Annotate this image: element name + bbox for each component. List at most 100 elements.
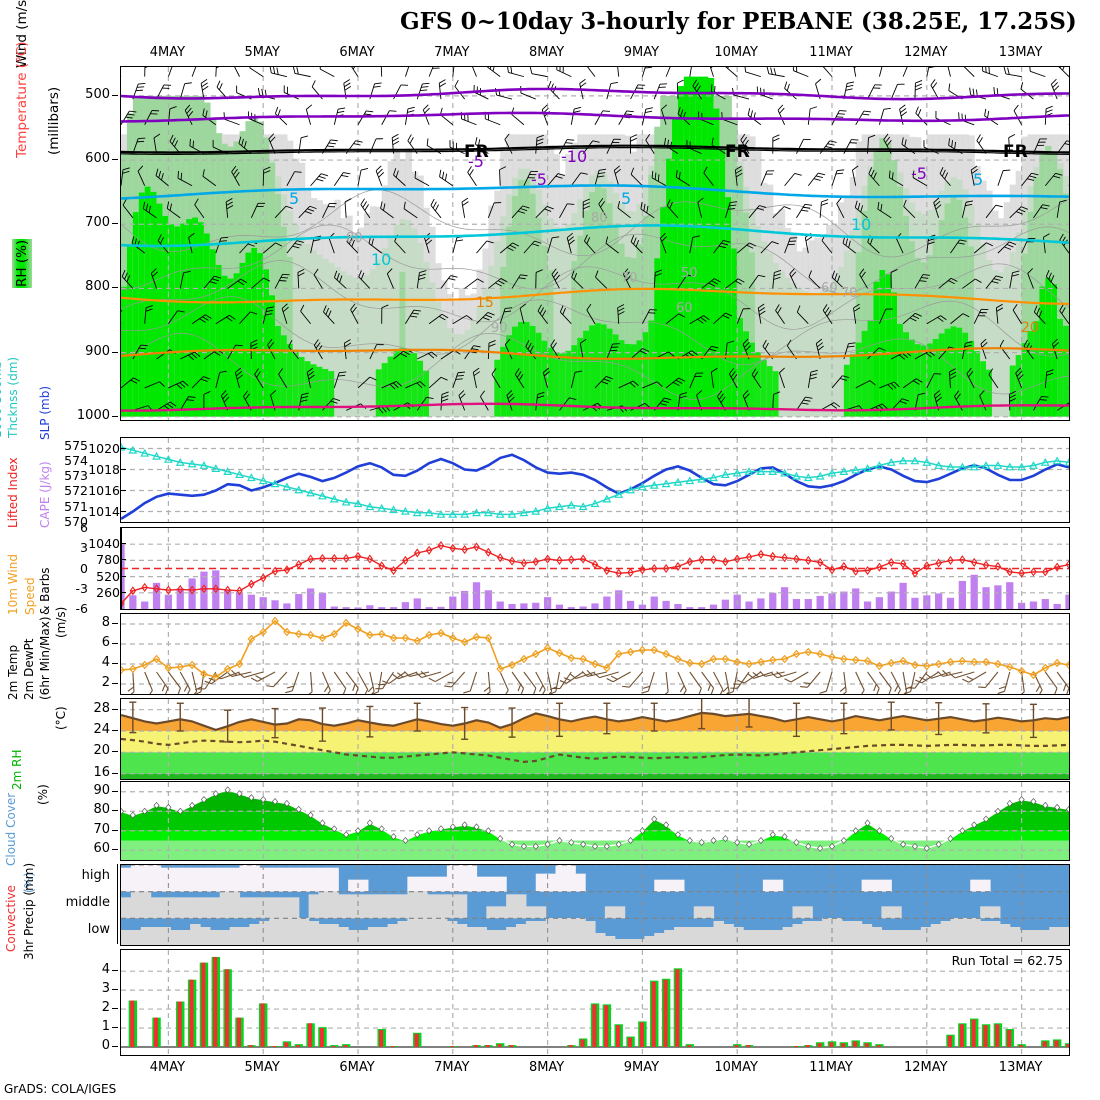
precip-tick: 3 (101, 981, 110, 997)
svg-text:70: 70 (621, 271, 638, 286)
thickness-tick: 575 (64, 437, 88, 453)
label-thickness-1000-500mb: 1000-500mb (0, 360, 4, 438)
svg-text:80: 80 (346, 231, 363, 246)
label-wind-barbs: & Barbs (38, 567, 52, 615)
precip-tick: 0 (101, 1038, 110, 1053)
x-axis-tick-6may: 6MAY (339, 1060, 375, 1075)
x-axis-tick-12may: 12MAY (904, 45, 948, 60)
wind-tick: 2 (101, 675, 110, 690)
tick-mark (120, 543, 126, 545)
svg-text:80: 80 (591, 211, 608, 226)
x-axis-tick-8may: 8MAY (528, 1060, 565, 1075)
svg-text:10: 10 (371, 250, 391, 269)
label-cape: CAPE (J/kg) (38, 461, 52, 528)
tick-mark (112, 287, 118, 289)
cross-section-tick: 1000 (76, 407, 110, 423)
precip-panel: Run Total = 62.75 (120, 949, 1070, 1056)
cape-tick: 1040 (88, 536, 120, 552)
x-axis-tick-11may: 11MAY (809, 45, 853, 60)
thickness-y-ticks: 575 574 573 572 571 570 1020 1018 1016 1014 (62, 437, 126, 529)
x-axis-tick-4may: 4MAY (149, 1060, 186, 1075)
label-2m-dewpt: 2m DewPt (22, 638, 36, 700)
cape-tick: 520 (96, 568, 120, 584)
tick-mark (112, 351, 118, 353)
lifted-index-tick: 3 (80, 540, 88, 556)
tick-mark (117, 864, 118, 891)
x-axis-tick-9may: 9MAY (623, 45, 660, 60)
svg-text:70: 70 (841, 286, 858, 301)
tick-mark (120, 591, 126, 593)
tick-mark (112, 159, 118, 161)
precip-y-ticks: 4 3 2 1 0 (62, 949, 118, 1056)
lifted-index-tick: 6 (80, 520, 88, 535)
tick-mark (112, 989, 118, 991)
label-wind-units: (m/s) (54, 606, 68, 638)
precip-tick: 2 (101, 1000, 110, 1016)
x-axis-tick-4may: 4MAY (149, 45, 186, 60)
page-title: GFS 0~10day 3-hourly for PEBANE (38.25E,… (400, 8, 1077, 35)
x-axis-tick-8may: 8MAY (528, 45, 565, 60)
tick-mark (112, 683, 118, 684)
tick-mark (120, 468, 126, 470)
wind-tick: 4 (101, 655, 110, 670)
wind-tick: 8 (101, 615, 110, 630)
svg-text:20: 20 (1021, 320, 1039, 336)
svg-text:5: 5 (621, 189, 631, 208)
precip-tick: 1 (101, 1019, 110, 1035)
tick-mark (112, 1027, 118, 1029)
svg-text:5: 5 (973, 170, 983, 189)
tick-mark (112, 94, 118, 96)
tick-mark (112, 730, 118, 731)
label-millibars: (millibars) (46, 86, 62, 155)
label-thickness-dm: Thcknss (dm) (6, 356, 20, 438)
lifted-index-tick: 0 (80, 560, 88, 576)
precip-tick: 4 (101, 962, 110, 978)
footer-credit: GrADS: COLA/IGES (4, 1082, 117, 1096)
vertical-cross-section-panel: -10 -5 -5 -5 FR FR FR 5 5 5 10 10 15 20 80 80 90 70 50 60 70… (120, 66, 1070, 421)
x-axis-tick-10may: 10MAY (714, 45, 758, 60)
temp-tick: 28 (93, 700, 110, 716)
x-axis-tick-13may: 13MAY (998, 45, 1043, 60)
cape-tick: 260 (96, 584, 120, 600)
tick-mark (120, 510, 126, 512)
x-axis-tick-9may: 9MAY (623, 1060, 660, 1075)
slp-tick: 1018 (88, 461, 120, 477)
label-2m-temp: 2m Temp (6, 644, 20, 700)
rh-tick: 60 (93, 841, 110, 857)
svg-text:10: 10 (851, 215, 871, 234)
cross-section-tick: 600 (85, 151, 110, 167)
tick-mark (112, 751, 118, 753)
thickness-tick: 573 (64, 468, 88, 484)
label-10m-wind: 10m Wind (6, 554, 20, 615)
thickness-tick: 574 (64, 452, 88, 468)
cloud-cover-panel (120, 864, 1070, 946)
x-axis-tick-11may: 11MAY (809, 1060, 853, 1075)
x-axis-tick-6may: 6MAY (339, 45, 375, 60)
x-axis-tick-10may: 10MAY (714, 1060, 758, 1075)
cross-section-tick: 500 (85, 86, 110, 102)
slp-thickness-panel (120, 437, 1070, 523)
label-wind-speed: Speed (23, 577, 37, 615)
wind-10m-y-ticks: 8 6 4 2 (62, 613, 118, 695)
thickness-tick: 572 (64, 483, 88, 499)
tick-mark (112, 829, 118, 831)
tick-mark (112, 970, 118, 972)
top-axis-ticks: 4MAY 5MAY 6MAY 7MAY 8MAY 9MAY 10MAY 11MAY 12MAY 1… (0, 45, 1100, 63)
tick-mark (112, 708, 118, 710)
label-slp-mb: SLP (mb) (38, 385, 52, 440)
svg-text:-5: -5 (468, 152, 484, 171)
tick-mark (112, 223, 118, 225)
label-precip-total-rain: Total / Rain (0, 885, 2, 952)
cross-section-tick: 800 (85, 279, 110, 295)
slp-tick: 1014 (88, 503, 120, 519)
rh-tick: 80 (93, 802, 110, 818)
x-axis-tick-12may: 12MAY (904, 1060, 948, 1075)
tick-mark (117, 917, 118, 944)
lifted-index-cape-panel (120, 527, 1070, 610)
tick-mark (112, 623, 118, 624)
rh-2m-panel (120, 781, 1070, 861)
label-rh-percent: RH (%) (12, 238, 32, 288)
svg-text:FR: FR (464, 142, 489, 162)
rh-tick: 70 (93, 821, 110, 837)
tick-mark (120, 489, 126, 491)
